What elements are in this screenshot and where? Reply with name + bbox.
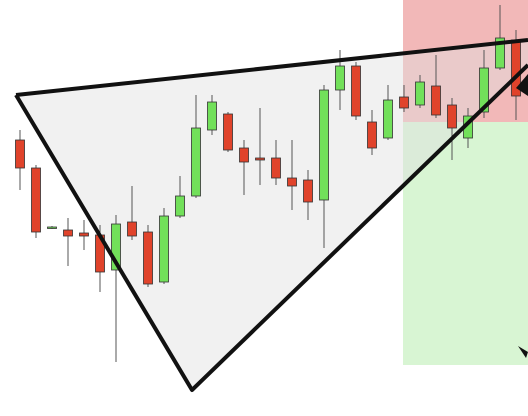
candle-body: [159, 215, 169, 283]
candle-body: [447, 104, 457, 129]
candle-body: [415, 81, 425, 106]
candle-body: [383, 99, 393, 139]
candle-body: [47, 226, 57, 229]
profit-zone: [403, 122, 528, 365]
candle-body: [271, 157, 281, 179]
candle-body: [495, 37, 505, 69]
candle-body: [127, 221, 137, 237]
arrow-down-marker: [518, 346, 528, 358]
candle-body: [367, 121, 377, 149]
candle-body: [223, 113, 233, 151]
candle-body: [399, 96, 409, 109]
triangle-fill: [16, 40, 528, 390]
candle-body: [79, 232, 89, 237]
triangle-upper-line: [15, 38, 528, 97]
candle-body: [31, 167, 41, 233]
triangle-lower-line: [14, 63, 528, 392]
candle-body: [207, 101, 217, 131]
candle-body: [255, 157, 265, 161]
candle-body: [15, 139, 25, 169]
candle-body: [351, 65, 361, 117]
arrow-up-marker: [516, 74, 528, 96]
candle-body: [175, 195, 185, 217]
candle-body: [287, 177, 297, 187]
candle-body: [431, 85, 441, 116]
candle-body: [191, 127, 201, 197]
candle-body: [143, 231, 153, 285]
candle-body: [319, 89, 329, 201]
candle-body: [111, 223, 121, 271]
candle-body: [303, 179, 313, 203]
candle-body: [239, 147, 249, 163]
candle-body: [479, 67, 489, 113]
candle-body: [335, 65, 345, 91]
candle-body: [63, 229, 73, 237]
candles: [15, 5, 521, 362]
